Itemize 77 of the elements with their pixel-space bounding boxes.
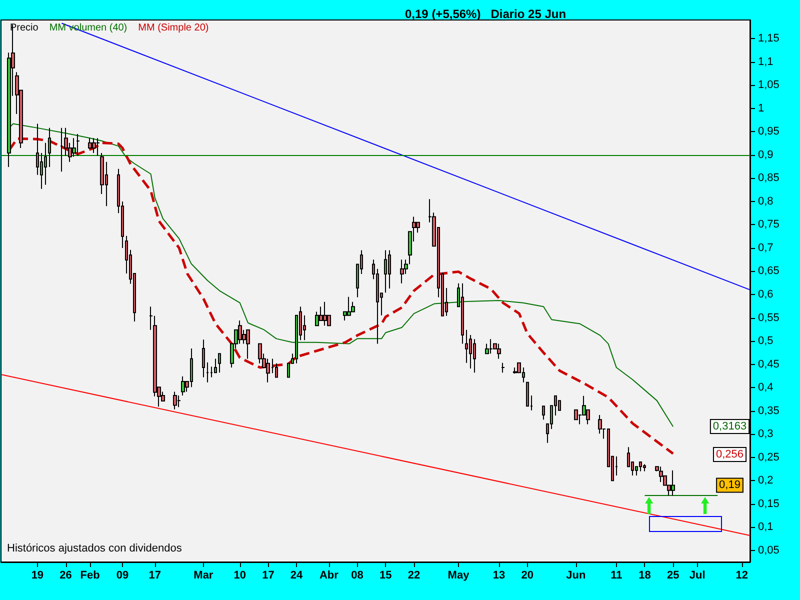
x-tick-label: Mar: [194, 570, 214, 582]
x-tick-label: 18: [638, 570, 651, 582]
candlestick: [76, 133, 80, 156]
y-tick-label: 0,35: [758, 404, 780, 417]
candlestick: [497, 343, 501, 360]
y-tick-label: 0,25: [758, 451, 780, 464]
y-tick-label: 0,6: [758, 288, 774, 300]
y-tick-label: 1,1: [758, 56, 774, 68]
x-tick-label: 19: [31, 570, 44, 582]
y-tick-label: 0,8: [758, 195, 774, 208]
y-tick-label: 0,1: [758, 521, 774, 534]
y-tick-label: 0,3: [758, 428, 774, 440]
candlestick: [526, 382, 529, 407]
candlestick: [671, 470, 675, 496]
x-tick-label: May: [448, 570, 470, 582]
x-tick-label: Jul: [689, 570, 706, 582]
candlestick: [639, 461, 642, 472]
candlestick: [659, 466, 663, 482]
y-tick-label: 0,05: [758, 544, 780, 556]
x-tick-label: 10: [234, 570, 246, 582]
y-tick-label: 0,9: [758, 148, 774, 161]
candlestick: [469, 334, 472, 369]
y-tick-label: 0,95: [758, 126, 780, 138]
candlestick: [598, 414, 602, 434]
x-tick-label: Feb: [80, 570, 100, 582]
y-tick-label: 0,7: [758, 242, 774, 254]
candlestick: [489, 338, 493, 354]
x-tick-label: 15: [379, 570, 392, 582]
y-tick-label: 0,15: [758, 498, 780, 510]
candlestick: [473, 338, 476, 374]
candlestick: [574, 409, 578, 420]
y-tick-label: 1,05: [758, 79, 780, 92]
candlestick: [400, 259, 404, 284]
y-tick-label: 0,45: [758, 358, 780, 370]
annotation: 0,256: [716, 448, 744, 461]
annotation: 0,3163: [712, 420, 747, 432]
x-tick-label: 26: [60, 570, 72, 582]
text: MM (Simple 20): [138, 22, 209, 34]
y-tick-label: 0,4: [758, 382, 774, 394]
x-tick-label: 17: [262, 570, 274, 582]
x-tick-label: 25: [666, 570, 680, 582]
candlestick: [643, 464, 646, 472]
x-tick-label: Abr: [319, 570, 340, 582]
y-tick-label: 0,2: [758, 474, 774, 487]
x-tick-label: 22: [408, 570, 420, 582]
y-tick-label: 0,55: [758, 312, 780, 324]
candlestick: [501, 362, 505, 374]
y-tick-label: 1,15: [758, 32, 780, 45]
x-tick-label: 17: [148, 570, 161, 582]
x-tick-label: 20: [521, 570, 534, 582]
y-tick-label: 0,65: [758, 265, 780, 278]
candlestick: [44, 142, 47, 186]
chart-title: 0,19 (+5,56%) Diario 25 Jun: [405, 7, 566, 21]
candlestick: [461, 282, 464, 344]
candlestick: [384, 250, 387, 294]
y-tick-label: 0,75: [758, 218, 780, 231]
annotation: 0,19: [719, 479, 740, 492]
x-tick-label: 08: [351, 570, 364, 582]
y-tick-label: 0,5: [758, 335, 774, 348]
y-tick-label: 0,85: [758, 172, 780, 184]
candlestick: [177, 394, 181, 408]
x-tick-label: 11: [610, 570, 622, 582]
x-tick-label: 09: [116, 570, 129, 582]
x-tick-label: 13: [492, 570, 506, 582]
candlestick: [181, 376, 185, 396]
x-tick-label: Jun: [566, 570, 586, 582]
candlestick: [92, 138, 96, 154]
candlestick: [542, 406, 545, 420]
x-tick-label: 24: [290, 570, 304, 582]
annotation: Históricos ajustados con dividendos: [7, 542, 182, 554]
candlestick: [485, 343, 489, 354]
x-tick-label: 12: [736, 570, 748, 582]
candlestick: [96, 138, 100, 156]
y-tick-label: 1: [758, 102, 764, 114]
candlestick: [173, 391, 177, 410]
candlestick: [48, 127, 51, 168]
candlestick: [388, 250, 391, 289]
